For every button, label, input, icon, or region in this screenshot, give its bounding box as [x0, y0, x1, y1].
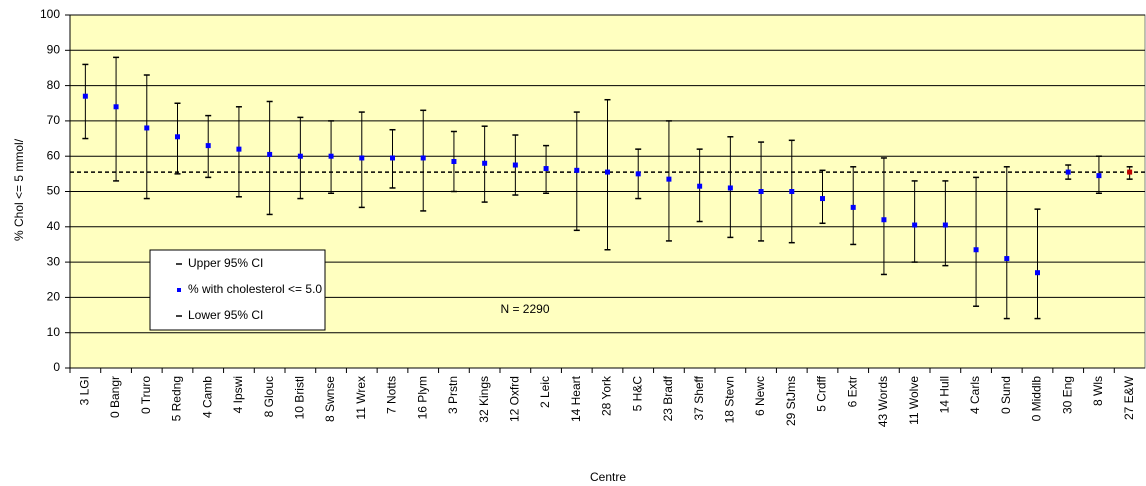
point-marker: [1127, 169, 1133, 175]
x-axis-label: Centre: [590, 470, 626, 484]
x-tick-label: 28 York: [600, 375, 614, 416]
point-marker: [482, 160, 488, 166]
x-tick-label: 5 Redng: [170, 376, 184, 421]
point-marker: [850, 204, 856, 210]
point-marker: [574, 167, 580, 173]
legend-label: Upper 95% CI: [188, 256, 263, 270]
y-tick-label: 50: [47, 184, 61, 198]
point-marker: [359, 155, 365, 161]
point-marker: [297, 153, 303, 159]
point-marker: [820, 196, 825, 202]
x-tick-label: 18 Stevn: [723, 376, 737, 423]
y-tick-label: 0: [53, 360, 60, 374]
point-marker: [912, 222, 918, 228]
point-marker: [666, 176, 672, 182]
x-tick-label: 0 Middlb: [1030, 376, 1044, 422]
point-marker: [1065, 169, 1071, 175]
x-tick-label: 32 Kings: [477, 376, 491, 423]
x-tick-label: 0 Bangr: [108, 376, 122, 418]
x-tick-label: 0 Sund: [999, 376, 1013, 414]
x-tick-label: 6 Extr: [845, 376, 859, 407]
x-tick-label: 29 StJms: [784, 376, 798, 426]
x-tick-label: 23 Bradf: [661, 375, 675, 421]
point-marker: [1035, 270, 1040, 276]
y-tick-label: 80: [47, 78, 61, 92]
x-tick-label: 3 Prstn: [446, 376, 460, 414]
point-marker: [113, 104, 119, 110]
x-tick-label: 10 Bristl: [293, 376, 307, 419]
point-marker: [205, 143, 211, 149]
point-marker: [328, 153, 334, 159]
x-tick-label: 8 Swnse: [323, 376, 337, 422]
point-marker: [635, 171, 641, 177]
point-marker: [881, 217, 887, 223]
x-tick-label: 16 Plym: [415, 376, 429, 419]
x-tick-label: 30 Eng: [1060, 376, 1074, 414]
x-tick-label: 7 Notts: [385, 376, 399, 414]
x-tick-label: 43 Words: [876, 376, 890, 427]
y-tick-label: 100: [40, 7, 60, 21]
x-tick-label: 5 H&C: [630, 376, 644, 412]
point-marker: [758, 189, 764, 194]
annotation: N = 2290: [500, 302, 549, 316]
x-tick-label: 4 Ipswi: [231, 376, 245, 413]
x-tick-label: 5 Crdff: [815, 375, 829, 411]
y-tick-label: 10: [47, 325, 61, 339]
point-marker: [543, 166, 549, 172]
x-tick-label: 37 Sheff: [692, 375, 706, 420]
point-marker: [267, 151, 273, 157]
x-tick-label: 11 Wrex: [354, 376, 368, 420]
x-tick-label: 14 Heart: [569, 375, 583, 422]
point-marker: [605, 169, 610, 175]
point-marker: [1096, 173, 1102, 179]
point-marker: [1004, 256, 1010, 262]
point-marker: [390, 155, 395, 161]
point-marker: [942, 222, 948, 228]
y-axis-label: % Chol <= 5 mmol/: [12, 138, 26, 241]
legend-label: Lower 95% CI: [188, 308, 263, 322]
legend-swatch: [177, 288, 181, 292]
x-tick-label: 12 Oxfrd: [508, 376, 522, 422]
point-marker: [512, 162, 518, 168]
point-marker: [451, 158, 457, 164]
x-tick-label: 11 Wolve: [907, 376, 921, 425]
x-tick-label: 8 Wls: [1091, 376, 1105, 406]
y-tick-label: 20: [47, 290, 61, 304]
point-marker: [144, 125, 150, 131]
x-tick-label: 0 Truro: [139, 376, 153, 414]
y-tick-label: 40: [47, 219, 61, 233]
point-marker: [727, 185, 733, 191]
x-tick-label: 2 Leic: [538, 376, 552, 408]
point-marker: [82, 93, 88, 99]
x-tick-label: 4 Camb: [200, 376, 214, 418]
x-tick-label: 14 Hull: [938, 376, 952, 413]
y-tick-label: 70: [47, 113, 61, 127]
point-marker: [973, 247, 979, 253]
x-tick-label: 3 LGI: [78, 376, 92, 405]
y-tick-label: 30: [47, 254, 61, 268]
y-tick-label: 90: [47, 42, 61, 56]
point-marker: [175, 134, 180, 140]
y-tick-label: 60: [47, 148, 61, 162]
x-tick-label: 27 E&W: [1122, 375, 1136, 420]
point-marker: [420, 155, 426, 161]
point-marker: [697, 183, 703, 189]
x-tick-label: 4 Carls: [968, 376, 982, 414]
x-tick-label: 8 Glouc: [262, 376, 276, 417]
legend-label: % with cholesterol <= 5.0: [188, 282, 322, 296]
point-marker: [236, 146, 242, 152]
x-tick-label: 6 Newc: [753, 376, 767, 416]
point-marker: [789, 189, 795, 194]
